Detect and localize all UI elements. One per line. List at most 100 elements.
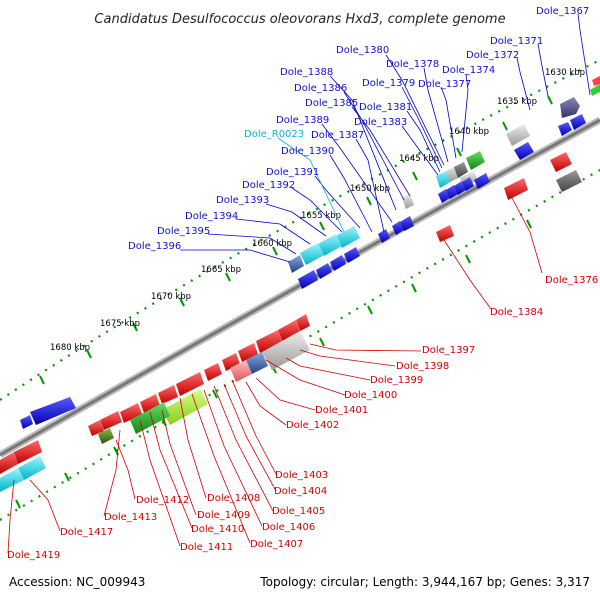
gene-feature[interactable]	[506, 124, 530, 146]
gene-label-dole-1404[interactable]: Dole_1404	[274, 486, 327, 497]
gene-feature[interactable]	[400, 216, 414, 231]
gene-feature[interactable]	[550, 152, 572, 172]
gene-feature[interactable]	[336, 226, 360, 248]
gene-label-dole-1398[interactable]: Dole_1398	[396, 361, 449, 372]
gene-label-dole-1371[interactable]: Dole_1371	[490, 36, 543, 47]
gene-label-dole-1409[interactable]: Dole_1409	[197, 510, 250, 521]
kbp-label: 1655 kbp	[301, 211, 341, 221]
gene-feature[interactable]	[140, 394, 160, 413]
gene-feature[interactable]	[392, 221, 404, 235]
gene-feature[interactable]	[504, 178, 528, 200]
gene-label-dole-1411[interactable]: Dole_1411	[180, 542, 233, 553]
gene-label-dole-1367[interactable]: Dole_1367	[536, 6, 589, 17]
gene-label-dole-1379[interactable]: Dole_1379	[362, 78, 415, 89]
gene-feature[interactable]	[590, 84, 600, 96]
gene-feature[interactable]	[556, 170, 582, 192]
gene-feature[interactable]	[316, 263, 332, 279]
gene-label-dole-1412[interactable]: Dole_1412	[136, 495, 189, 506]
gene-feature[interactable]	[436, 225, 454, 242]
gene-label-dole-1383[interactable]: Dole_1383	[354, 117, 407, 128]
gene-feature[interactable]	[300, 243, 324, 265]
gene-label-dole-1386[interactable]: Dole_1386	[294, 83, 347, 94]
gene-label-dole-1397[interactable]: Dole_1397	[422, 345, 475, 356]
gene-label-dole-1378[interactable]: Dole_1378	[386, 59, 439, 70]
gene-label-dole-1377[interactable]: Dole_1377	[418, 79, 471, 90]
gene-feature[interactable]	[0, 468, 24, 492]
gene-feature[interactable]	[558, 122, 572, 136]
gene-label-dole-1417[interactable]: Dole_1417	[60, 527, 113, 538]
gene-feature[interactable]	[14, 440, 42, 464]
gene-feature[interactable]	[162, 389, 208, 425]
gene-feature[interactable]	[18, 456, 46, 480]
gene-label-dole-1393[interactable]: Dole_1393	[216, 195, 269, 206]
gene-label-dole-1410[interactable]: Dole_1410	[191, 524, 244, 535]
gene-feature[interactable]	[454, 162, 468, 178]
gene-feature[interactable]	[238, 343, 258, 362]
gene-feature[interactable]	[130, 402, 170, 434]
gene-feature[interactable]	[278, 320, 300, 341]
gene-feature[interactable]	[176, 372, 204, 396]
gene-feature[interactable]	[158, 385, 178, 404]
gene-feature[interactable]	[256, 330, 282, 353]
gene-feature[interactable]	[230, 360, 252, 382]
gene-feature[interactable]	[344, 247, 360, 263]
gene-feature[interactable]	[222, 353, 240, 371]
gene-feature[interactable]	[570, 114, 586, 130]
gene-feature[interactable]	[0, 452, 18, 474]
gene-feature[interactable]	[378, 229, 390, 243]
gene-label-dole-1385[interactable]: Dole_1385	[305, 98, 358, 109]
gene-label-dole-1389[interactable]: Dole_1389	[276, 115, 329, 126]
gene-feature[interactable]	[454, 181, 466, 195]
gene-label-dole-r0023[interactable]: Dole_R0023	[244, 129, 304, 140]
gene-feature[interactable]	[204, 363, 222, 381]
gene-label-dole-1419[interactable]: Dole_1419	[7, 550, 60, 561]
gene-feature[interactable]	[296, 314, 310, 331]
gene-feature[interactable]	[560, 97, 580, 118]
gene-label-dole-1408[interactable]: Dole_1408	[207, 493, 260, 504]
gene-label-dole-1391[interactable]: Dole_1391	[266, 167, 319, 178]
gene-label-dole-1388[interactable]: Dole_1388	[280, 67, 333, 78]
gene-label-dole-1392[interactable]: Dole_1392	[242, 180, 295, 191]
gene-feature[interactable]	[466, 151, 485, 170]
gene-label-dole-1413[interactable]: Dole_1413	[104, 512, 157, 523]
gene-label-dole-1387[interactable]: Dole_1387	[311, 130, 364, 141]
gene-label-dole-1396[interactable]: Dole_1396	[128, 241, 181, 252]
gene-label-dole-1381[interactable]: Dole_1381	[359, 102, 412, 113]
gene-feature[interactable]	[298, 270, 318, 289]
gene-label-dole-1399[interactable]: Dole_1399	[370, 375, 423, 386]
gene-label-dole-1395[interactable]: Dole_1395	[157, 226, 210, 237]
gene-label-dole-1403[interactable]: Dole_1403	[275, 470, 328, 481]
gene-label-dole-1402[interactable]: Dole_1402	[286, 420, 339, 431]
gene-feature[interactable]	[120, 403, 142, 423]
gene-feature[interactable]	[474, 173, 490, 189]
gene-feature[interactable]	[98, 428, 114, 444]
gene-feature[interactable]	[438, 189, 450, 203]
gene-feature[interactable]	[330, 255, 346, 271]
gene-feature[interactable]	[462, 177, 474, 191]
gene-feature[interactable]	[288, 255, 304, 273]
gene-feature[interactable]	[100, 411, 122, 430]
gene-label-dole-1406[interactable]: Dole_1406	[262, 522, 315, 533]
gene-label-dole-1390[interactable]: Dole_1390	[281, 146, 334, 157]
kbp-label: 1645 kbp	[399, 154, 439, 164]
gene-feature[interactable]	[20, 415, 33, 429]
gene-label-dole-1407[interactable]: Dole_1407	[250, 539, 303, 550]
gene-label-dole-1372[interactable]: Dole_1372	[466, 50, 519, 61]
gene-label-dole-1405[interactable]: Dole_1405	[272, 506, 325, 517]
gene-feature[interactable]	[246, 352, 268, 374]
gene-feature[interactable]	[592, 76, 600, 86]
gene-feature[interactable]	[402, 194, 414, 209]
gene-label-dole-1380[interactable]: Dole_1380	[336, 45, 389, 56]
gene-feature[interactable]	[88, 420, 104, 436]
gene-feature[interactable]	[514, 142, 534, 160]
gene-label-dole-1394[interactable]: Dole_1394	[185, 211, 238, 222]
gene-label-dole-1384[interactable]: Dole_1384	[490, 307, 543, 318]
gene-feature[interactable]	[30, 397, 76, 425]
gene-feature[interactable]	[262, 331, 310, 370]
gene-feature[interactable]	[318, 234, 342, 256]
gene-label-dole-1400[interactable]: Dole_1400	[344, 390, 397, 401]
gene-label-dole-1374[interactable]: Dole_1374	[442, 65, 495, 76]
gene-label-dole-1376[interactable]: Dole_1376	[545, 275, 598, 286]
gene-label-dole-1401[interactable]: Dole_1401	[315, 405, 368, 416]
gene-feature[interactable]	[446, 185, 458, 199]
